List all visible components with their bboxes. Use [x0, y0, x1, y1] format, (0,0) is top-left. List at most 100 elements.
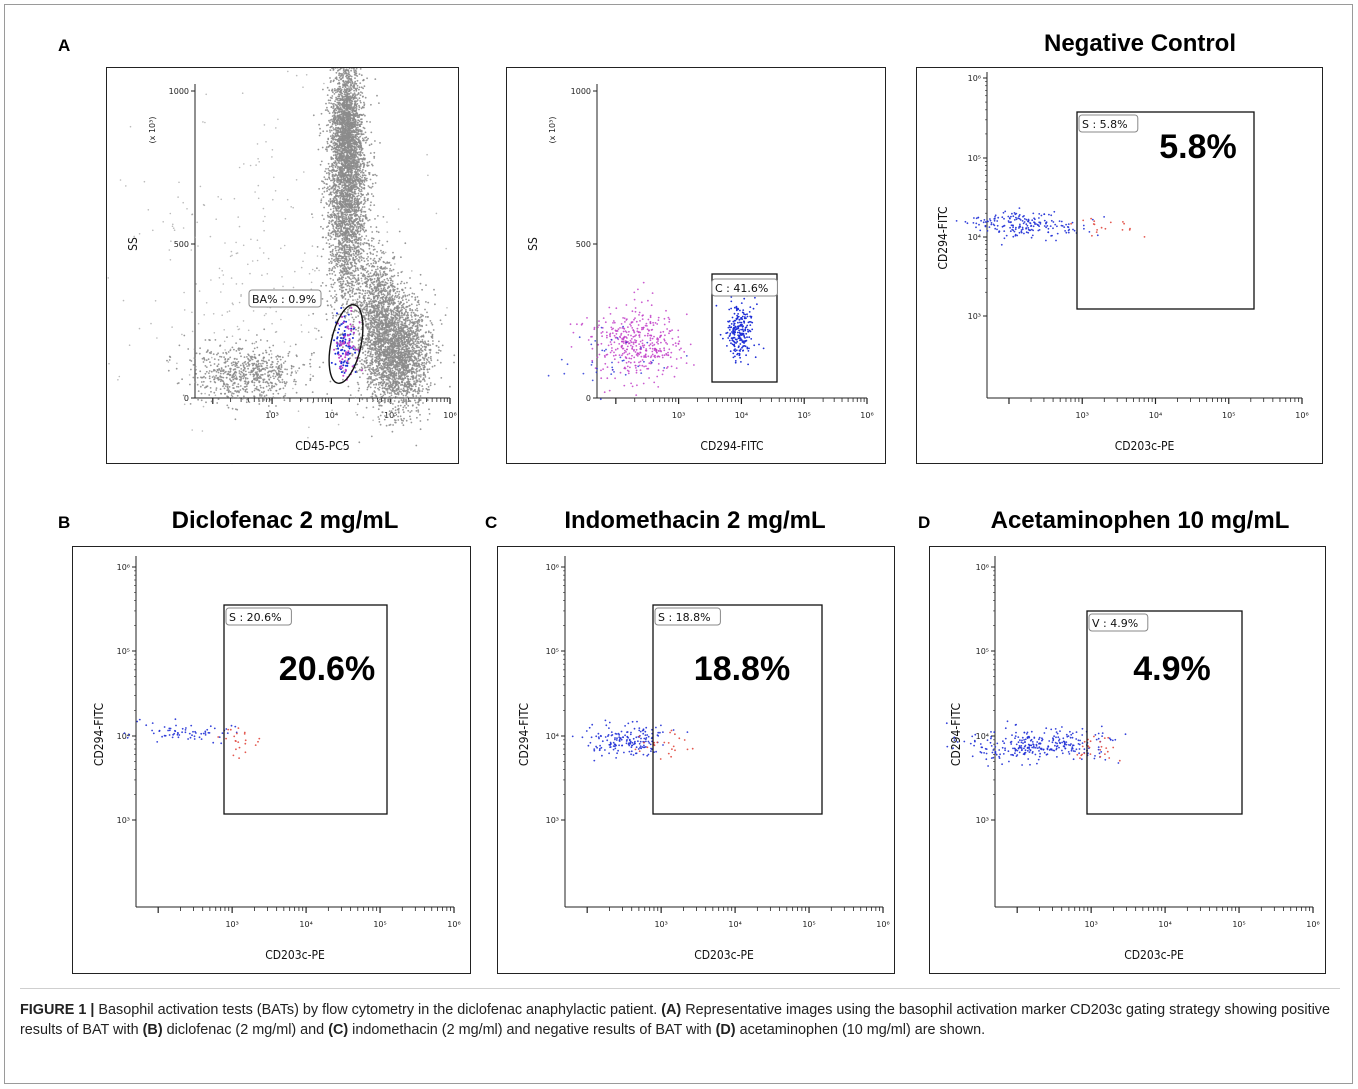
- event-dot: [350, 253, 353, 256]
- event-dot: [348, 125, 351, 128]
- event-dot: [344, 218, 347, 221]
- event-dot: [344, 292, 347, 295]
- event-dot: [337, 245, 340, 248]
- event-dot: [353, 276, 356, 279]
- event-dot: [326, 130, 328, 132]
- event-dot: [360, 277, 363, 280]
- event-dot: [424, 331, 427, 334]
- event-dot: [326, 226, 328, 229]
- event-dot: [338, 251, 340, 254]
- event-dot: [337, 82, 339, 85]
- event-dot: [355, 316, 357, 319]
- event-dot: [353, 265, 356, 267]
- event-dot: [353, 254, 355, 256]
- event-dot: [360, 200, 363, 203]
- event-dot: [353, 125, 356, 128]
- event-dot: [381, 387, 384, 390]
- event-dot: [330, 106, 333, 108]
- event-dot: [340, 233, 343, 236]
- event-dot: [350, 202, 352, 204]
- event-dot: [365, 263, 368, 266]
- event-dot: [352, 287, 355, 290]
- event-dot: [423, 378, 426, 381]
- event-dot: [368, 144, 371, 147]
- event-dot: [354, 267, 357, 270]
- event-dot: [354, 269, 357, 271]
- event-dot: [338, 74, 340, 77]
- event-dot: [353, 107, 356, 110]
- event-dot: [334, 295, 336, 298]
- event-dot: [348, 239, 350, 242]
- event-dot: [416, 342, 418, 345]
- event-dot: [343, 151, 346, 153]
- event-dot: [363, 162, 365, 165]
- event-dot: [331, 95, 334, 97]
- event-dot: [410, 421, 413, 424]
- event-dot: [348, 221, 351, 224]
- event-dot: [345, 192, 348, 195]
- event-dot: [364, 354, 367, 356]
- event-dot: [349, 213, 351, 216]
- monocyte-lymphocyte-events: [343, 269, 456, 447]
- event-dot: [361, 176, 363, 179]
- event-dot: [345, 229, 348, 231]
- event-dot: [367, 259, 369, 262]
- event-dot: [348, 88, 351, 90]
- event-dot: [326, 106, 328, 109]
- event-dot: [366, 139, 368, 141]
- event-dot: [355, 83, 357, 85]
- event-dot: [363, 85, 366, 88]
- event-dot: [355, 167, 358, 169]
- event-dot: [350, 101, 353, 104]
- event-dot: [339, 97, 341, 100]
- event-dot: [346, 94, 349, 96]
- event-dot: [348, 241, 350, 244]
- event-dot: [343, 200, 346, 203]
- event-dot: [327, 124, 329, 126]
- event-dot: [329, 121, 331, 124]
- event-dot: [380, 304, 383, 307]
- event-dot: [356, 99, 359, 101]
- event-dot: [347, 260, 350, 262]
- event-dot: [333, 255, 335, 258]
- event-dot: [341, 263, 343, 265]
- event-dot: [347, 98, 350, 101]
- event-dot: [395, 372, 398, 375]
- event-dot: [347, 147, 350, 149]
- event-dot: [337, 93, 340, 96]
- event-dot: [326, 86, 329, 89]
- event-dot: [342, 121, 345, 124]
- event-dot: [354, 172, 357, 174]
- event-dot: [347, 82, 349, 85]
- event-dot: [369, 272, 372, 274]
- event-dot: [375, 226, 378, 229]
- event-dot: [355, 199, 358, 202]
- event-dot: [335, 89, 337, 91]
- event-dot: [341, 224, 344, 227]
- event-dot: [353, 180, 356, 183]
- event-dot: [356, 162, 359, 165]
- event-dot: [343, 184, 346, 186]
- event-dot: [420, 344, 423, 347]
- event-dot: [360, 252, 363, 255]
- event-dot: [363, 230, 366, 233]
- event-dot: [358, 108, 360, 111]
- event-dot: [358, 282, 361, 285]
- event-dot: [336, 140, 339, 142]
- event-dot: [348, 159, 351, 162]
- event-dot: [316, 246, 319, 248]
- event-dot: [337, 111, 339, 114]
- event-dot: [362, 183, 365, 185]
- event-dot: [341, 255, 343, 258]
- event-dot: [356, 195, 359, 198]
- event-dot: [354, 357, 357, 359]
- event-dot: [341, 97, 344, 100]
- event-dot: [355, 104, 358, 107]
- event-dot: [333, 229, 335, 231]
- event-dot: [334, 301, 336, 304]
- event-dot: [405, 311, 407, 313]
- event-dot: [419, 375, 422, 378]
- event-dot: [335, 184, 338, 187]
- event-dot: [366, 373, 369, 376]
- x-tick-label: 10⁶: [443, 411, 456, 420]
